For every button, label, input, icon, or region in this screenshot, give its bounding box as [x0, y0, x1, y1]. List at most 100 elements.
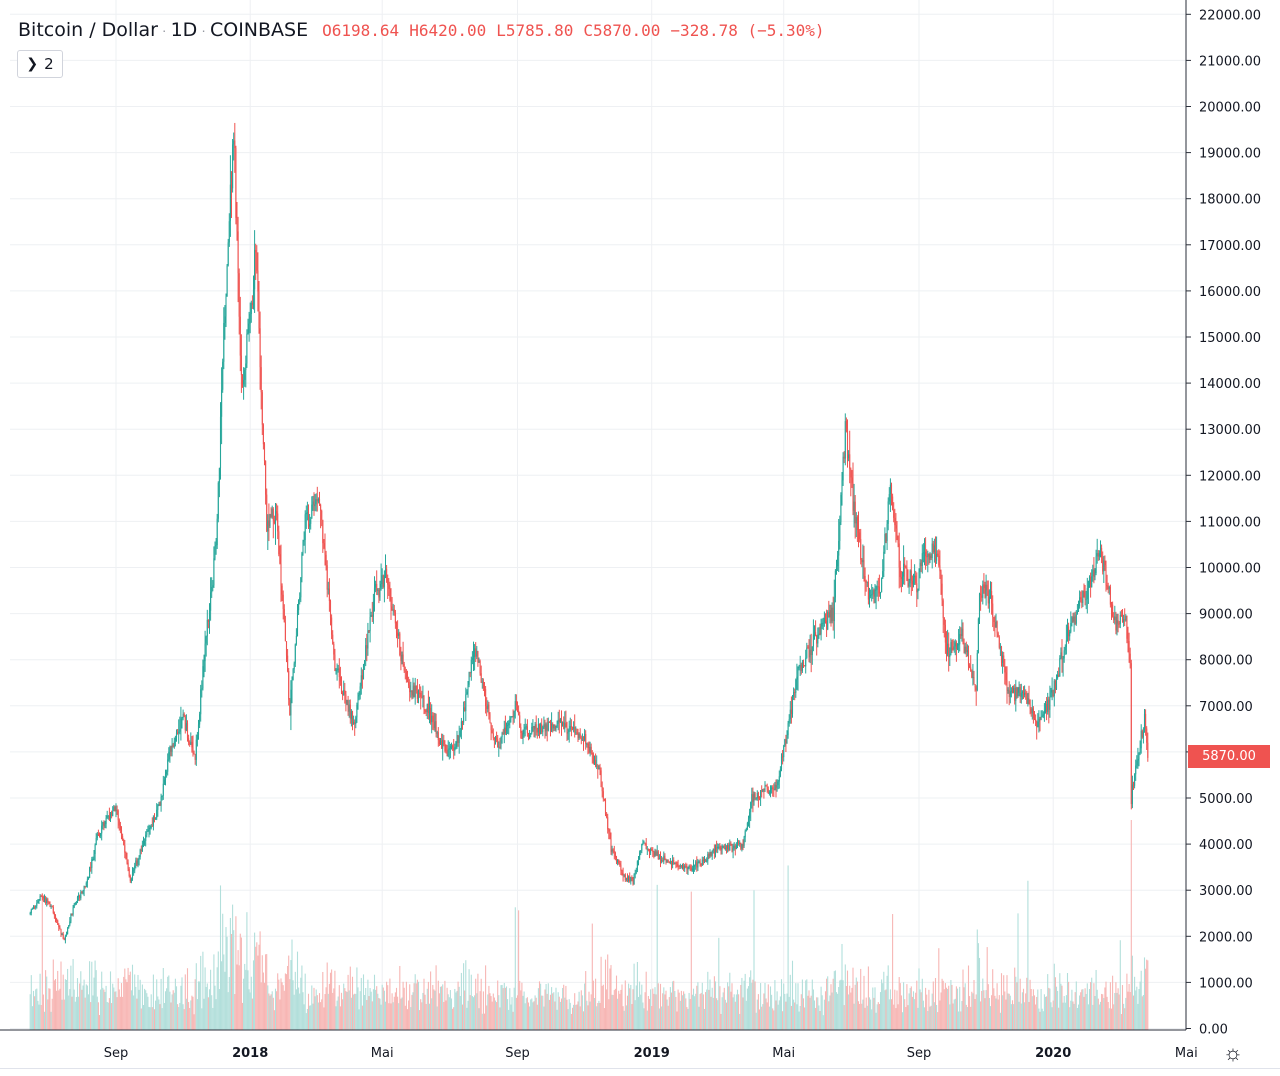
volume-bar	[258, 944, 260, 1030]
volume-bar	[597, 1003, 599, 1030]
candle-body	[386, 568, 388, 579]
volume-bar	[874, 987, 876, 1030]
candle-body	[1145, 713, 1147, 729]
volume-bar	[71, 996, 73, 1030]
volume-bar	[502, 988, 504, 1030]
volume-bar	[199, 981, 201, 1030]
candle-body	[658, 858, 660, 860]
volume-bar	[254, 932, 256, 1030]
volume-bar	[419, 1010, 421, 1030]
candle-body	[575, 732, 577, 734]
candle-body	[590, 746, 592, 754]
candle-body	[620, 864, 622, 871]
candle-body	[709, 852, 711, 857]
candle-body	[1128, 641, 1130, 654]
volume-bar	[723, 987, 725, 1030]
volume-bar	[1066, 972, 1069, 1030]
candle-body	[335, 670, 337, 672]
volume-bar	[300, 977, 302, 1030]
candle-body	[174, 737, 176, 742]
candle-body	[76, 896, 79, 903]
volume-bar	[1114, 993, 1116, 1030]
volume-bar	[713, 976, 715, 1030]
candle-body	[790, 709, 792, 714]
volume-bar	[155, 1000, 157, 1030]
volume-bar	[923, 1007, 926, 1030]
volume-bar	[843, 1005, 845, 1030]
volume-bar	[226, 936, 228, 1030]
candle-body	[1019, 687, 1021, 697]
volume-bar	[584, 983, 586, 1030]
candle-body	[1010, 690, 1012, 692]
candle-body	[864, 575, 866, 581]
volume-bar	[697, 982, 699, 1030]
candle-body	[1077, 606, 1080, 612]
candle-body	[197, 724, 200, 736]
volume-bar	[941, 978, 943, 1030]
volume-bar	[399, 965, 401, 1030]
volume-bar	[207, 997, 209, 1030]
candle-body	[355, 717, 357, 725]
volume-bar	[171, 994, 173, 1030]
candle-body	[183, 713, 185, 717]
volume-bar	[1043, 994, 1045, 1030]
candle-body	[967, 650, 970, 666]
volume-bar	[554, 1001, 556, 1030]
volume-bar	[507, 999, 509, 1030]
interval-label[interactable]: 1D	[170, 19, 198, 41]
time-axis[interactable]: Sep 2018 Mai Sep 2019 Mai Sep 2020 Mai	[104, 1046, 1198, 1061]
candle-body	[331, 617, 333, 635]
volume-bar	[519, 980, 521, 1030]
candle-body	[1101, 548, 1103, 558]
candle-body	[503, 727, 505, 735]
volume-bar	[619, 993, 621, 1030]
volume-bar	[72, 959, 74, 1030]
candle-body	[62, 933, 64, 939]
candle-body	[714, 847, 717, 854]
volume-bar	[967, 965, 970, 1030]
candle-body	[882, 571, 884, 579]
candle-body	[1025, 692, 1027, 694]
volume-bar	[35, 989, 37, 1030]
candle-body	[38, 900, 40, 902]
settings-button[interactable]: ☼	[1220, 1040, 1246, 1066]
candle-body	[566, 726, 568, 734]
candle-body	[95, 838, 97, 845]
candle-body	[632, 879, 634, 885]
candle-body	[707, 854, 709, 861]
candle-body	[481, 681, 483, 683]
candle-body	[244, 369, 246, 380]
volume-bar	[41, 895, 43, 1030]
indicators-collapse-button[interactable]: ❯ 2	[17, 50, 63, 78]
candle-body	[1086, 588, 1088, 600]
candle-body	[651, 849, 653, 851]
volume-bar	[68, 995, 70, 1030]
volume-bar	[103, 989, 105, 1030]
candle-body	[962, 628, 964, 644]
exchange-label[interactable]: COINBASE	[209, 19, 309, 41]
volume-bar	[765, 998, 767, 1030]
volume-bar	[720, 1013, 722, 1030]
candle-body	[810, 649, 812, 656]
candle-body	[511, 716, 513, 718]
candle-body	[678, 865, 680, 867]
volume-bar	[1097, 998, 1099, 1030]
volume-bar	[305, 1013, 307, 1030]
volume-bar	[213, 954, 215, 1030]
volume-bar	[256, 942, 258, 1030]
candle-body	[490, 722, 492, 731]
candle-body	[1126, 616, 1128, 639]
volume-bar	[346, 991, 348, 1030]
volume-bar	[490, 996, 492, 1030]
volume-bar	[1044, 996, 1047, 1030]
candle-body	[524, 727, 526, 730]
candle-body	[932, 543, 934, 553]
volume-bar	[311, 985, 313, 1030]
symbol-name[interactable]: Bitcoin / Dollar	[18, 19, 158, 41]
volume-bar	[664, 994, 666, 1030]
volume-bar	[438, 993, 440, 1030]
candle-body	[567, 731, 569, 734]
price-axis[interactable]: 0.001000.002000.003000.004000.005000.006…	[1186, 8, 1261, 1038]
